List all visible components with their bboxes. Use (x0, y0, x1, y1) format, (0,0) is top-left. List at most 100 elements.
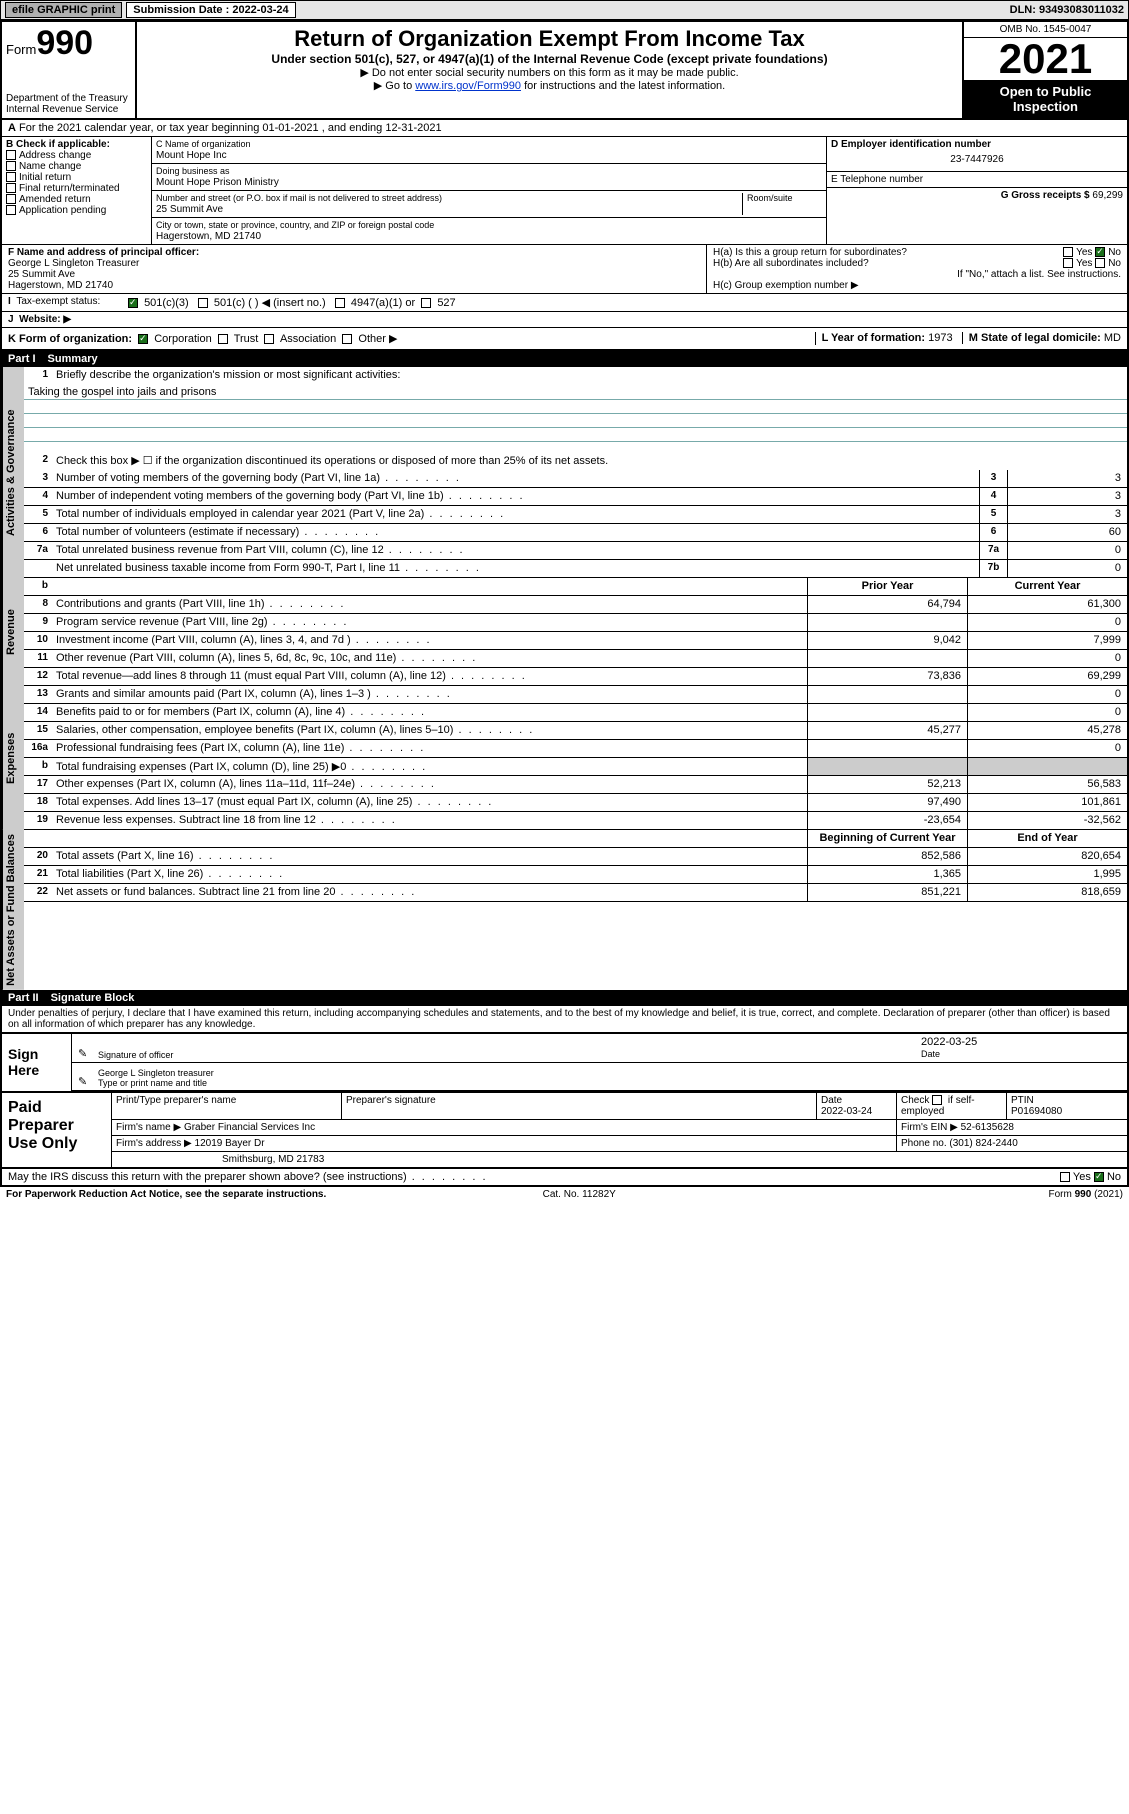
prep-date: 2022-03-24 (821, 1106, 872, 1117)
summary-row: 19Revenue less expenses. Subtract line 1… (24, 812, 1127, 830)
box-f: F Name and address of principal officer:… (2, 245, 707, 293)
website-value (122, 312, 1127, 327)
chk-ha-yes[interactable] (1063, 247, 1073, 257)
form-990: Form990 Department of the Treasury Inter… (0, 20, 1129, 1187)
vtab-governance: Activities & Governance (2, 367, 24, 578)
summary-row: 7aTotal unrelated business revenue from … (24, 542, 1127, 560)
firm-ein: 52-6135628 (961, 1122, 1014, 1133)
page-footer: For Paperwork Reduction Act Notice, see … (0, 1187, 1129, 1202)
box-de: D Employer identification number23-74479… (827, 137, 1127, 244)
summary-row: bTotal fundraising expenses (Part IX, co… (24, 758, 1127, 776)
chk-501c3[interactable] (128, 298, 138, 308)
chk-hb-yes[interactable] (1063, 258, 1073, 268)
tax-year: 2021 (964, 38, 1127, 80)
chk-corp[interactable] (138, 334, 148, 344)
dln: DLN: 93493083011032 (1010, 4, 1124, 16)
officer-name: George L Singleton treasurer (98, 1068, 1121, 1078)
box-c: C Name of organizationMount Hope Inc Doi… (152, 137, 827, 244)
row-i-tax-exempt: I Tax-exempt status: 501(c)(3) 501(c) ( … (2, 294, 1127, 312)
firm-phone: (301) 824-2440 (949, 1138, 1017, 1149)
summary-row: 13Grants and similar amounts paid (Part … (24, 686, 1127, 704)
chk-527[interactable] (421, 298, 431, 308)
topbar: efile GRAPHIC print Submission Date : 20… (0, 0, 1129, 20)
box-h: H(a) Is this a group return for subordin… (707, 245, 1127, 293)
chk-hb-no[interactable] (1095, 258, 1105, 268)
part-ii-header: Part IISignature Block (2, 990, 1127, 1006)
firm-name: Graber Financial Services Inc (184, 1122, 315, 1133)
state-domicile: MD (1104, 332, 1121, 344)
chk-discuss-yes[interactable] (1060, 1172, 1070, 1182)
chk-4947[interactable] (335, 298, 345, 308)
chk-discuss-no[interactable] (1094, 1172, 1104, 1182)
vtab-netassets: Net Assets or Fund Balances (2, 830, 24, 990)
chk-application-pending[interactable] (6, 205, 16, 215)
form-title: Return of Organization Exempt From Incom… (141, 26, 958, 52)
revenue-section: Revenue bPrior YearCurrent Year 8Contrib… (2, 578, 1127, 686)
row-k-org-form: K Form of organization: Corporation Trus… (2, 328, 1127, 351)
instructions-link-row: ▶ Go to www.irs.gov/Form990 for instruct… (141, 79, 958, 92)
vtab-expenses: Expenses (2, 686, 24, 830)
summary-row: 15Salaries, other compensation, employee… (24, 722, 1127, 740)
chk-assoc[interactable] (264, 334, 274, 344)
vtab-revenue: Revenue (2, 578, 24, 686)
summary-row: 20Total assets (Part X, line 16)852,5868… (24, 848, 1127, 866)
summary-row: 3Number of voting members of the governi… (24, 470, 1127, 488)
chk-other[interactable] (342, 334, 352, 344)
fh-block: F Name and address of principal officer:… (2, 245, 1127, 294)
chk-name-change[interactable] (6, 161, 16, 171)
year-formation: 1973 (928, 332, 952, 344)
penalties-declaration: Under penalties of perjury, I declare th… (2, 1006, 1127, 1032)
chk-ha-no[interactable] (1095, 247, 1105, 257)
summary-row: 5Total number of individuals employed in… (24, 506, 1127, 524)
mission-text: Taking the gospel into jails and prisons (24, 385, 1127, 400)
irs-label: Internal Revenue Service (6, 104, 131, 115)
summary-row: 12Total revenue—add lines 8 through 11 (… (24, 668, 1127, 686)
sign-here-block: Sign Here ✎ Signature of officer 2022-03… (2, 1032, 1127, 1091)
summary-row: 8Contributions and grants (Part VIII, li… (24, 596, 1127, 614)
summary-row: 11Other revenue (Part VIII, column (A), … (24, 650, 1127, 668)
summary-row: 9Program service revenue (Part VIII, lin… (24, 614, 1127, 632)
form-subtitle: Under section 501(c), 527, or 4947(a)(1)… (141, 52, 958, 66)
paid-preparer-block: Paid Preparer Use Only Print/Type prepar… (2, 1091, 1127, 1169)
expenses-section: Expenses 13Grants and similar amounts pa… (2, 686, 1127, 830)
row-j-website: J Website: ▶ (2, 312, 1127, 328)
chk-final-return[interactable] (6, 183, 16, 193)
dba: Mount Hope Prison Ministry (156, 177, 279, 188)
city-state-zip: Hagerstown, MD 21740 (156, 231, 261, 242)
irs-link[interactable]: www.irs.gov/Form990 (415, 80, 521, 92)
gross-receipts: 69,299 (1092, 190, 1123, 201)
summary-row: 18Total expenses. Add lines 13–17 (must … (24, 794, 1127, 812)
chk-501c[interactable] (198, 298, 208, 308)
summary-row: 21Total liabilities (Part X, line 26)1,3… (24, 866, 1127, 884)
ssn-warning: ▶ Do not enter social security numbers o… (141, 66, 958, 79)
discuss-row: May the IRS discuss this return with the… (2, 1169, 1127, 1185)
dept-treasury: Department of the Treasury (6, 93, 131, 104)
netassets-section: Net Assets or Fund Balances Beginning of… (2, 830, 1127, 990)
open-to-public: Open to Public Inspection (964, 80, 1127, 118)
chk-trust[interactable] (218, 334, 228, 344)
firm-addr: 12019 Bayer Dr (195, 1138, 265, 1149)
row-a-tax-year: A For the 2021 calendar year, or tax yea… (2, 120, 1127, 137)
summary-row: 17Other expenses (Part IX, column (A), l… (24, 776, 1127, 794)
efile-print-button[interactable]: efile GRAPHIC print (5, 2, 122, 18)
summary-row: 16aProfessional fundraising fees (Part I… (24, 740, 1127, 758)
firm-addr2: Smithsburg, MD 21783 (112, 1152, 1127, 1167)
street-address: 25 Summit Ave (156, 204, 223, 215)
form-header: Form990 Department of the Treasury Inter… (2, 22, 1127, 120)
summary-row: 4Number of independent voting members of… (24, 488, 1127, 506)
chk-initial-return[interactable] (6, 172, 16, 182)
header-block: B Check if applicable: Address change Na… (2, 137, 1127, 245)
sign-date: 2022-03-25 (921, 1036, 1121, 1048)
part-i-header: Part ISummary (2, 351, 1127, 367)
governance-section: Activities & Governance 1Briefly describ… (2, 367, 1127, 578)
summary-row: 14Benefits paid to or for members (Part … (24, 704, 1127, 722)
summary-row: 10Investment income (Part VIII, column (… (24, 632, 1127, 650)
chk-self-employed[interactable] (932, 1095, 942, 1105)
submission-date: Submission Date : 2022-03-24 (126, 2, 295, 18)
chk-address-change[interactable] (6, 150, 16, 160)
chk-amended[interactable] (6, 194, 16, 204)
org-name: Mount Hope Inc (156, 150, 227, 161)
ein: 23-7447926 (831, 150, 1123, 169)
summary-row: 6Total number of volunteers (estimate if… (24, 524, 1127, 542)
summary-row: 22Net assets or fund balances. Subtract … (24, 884, 1127, 902)
